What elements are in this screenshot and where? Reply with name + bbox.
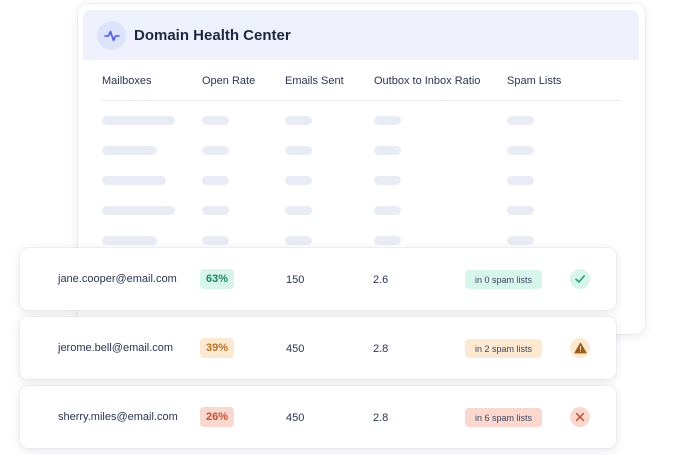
- skeleton-bar: [102, 176, 166, 185]
- skeleton-bar: [507, 206, 534, 215]
- skeleton-bar: [202, 116, 229, 125]
- column-header-emails-sent: Emails Sent: [285, 75, 344, 87]
- skeleton-bar: [202, 146, 229, 155]
- skeleton-bar: [374, 206, 401, 215]
- mailbox-row-jane-cooper[interactable]: jane.cooper@email.com 63% 150 2.6 in 0 s…: [20, 248, 616, 310]
- skeleton-bar: [285, 176, 312, 185]
- spam-lists-badge: in 0 spam lists: [465, 270, 543, 289]
- x-icon: [570, 407, 590, 427]
- emails-sent-value: 450: [286, 412, 305, 424]
- emails-sent-value: 450: [286, 343, 305, 355]
- ratio-value: 2.6: [373, 274, 389, 286]
- skeleton-bar: [507, 236, 534, 245]
- mailbox-email: jerome.bell@email.com: [58, 342, 174, 354]
- skeleton-bar: [202, 206, 229, 215]
- skeleton-bar: [374, 176, 401, 185]
- open-rate-badge: 63%: [200, 269, 235, 289]
- skeleton-bar: [285, 236, 312, 245]
- column-header-ratio: Outbox to Inbox Ratio: [374, 75, 481, 87]
- warning-triangle-icon: [570, 338, 590, 358]
- column-header-open-rate: Open Rate: [202, 75, 256, 87]
- column-header-mailboxes: Mailboxes: [102, 75, 152, 87]
- skeleton-bar: [202, 176, 229, 185]
- skeleton-bar: [285, 116, 312, 125]
- skeleton-bar: [507, 116, 534, 125]
- mailbox-email: sherry.miles@email.com: [58, 411, 178, 423]
- card-header: Domain Health Center: [83, 10, 639, 60]
- skeleton-bar: [102, 206, 175, 215]
- emails-sent-value: 150: [286, 274, 305, 286]
- skeleton-bar: [374, 146, 401, 155]
- skeleton-bar: [285, 146, 312, 155]
- mailbox-row-sherry-miles[interactable]: sherry.miles@email.com 26% 450 2.8 in 6 …: [20, 386, 616, 448]
- check-icon: [570, 269, 590, 289]
- open-rate-badge: 26%: [200, 407, 235, 427]
- column-header-spam-lists: Spam Lists: [507, 75, 562, 87]
- skeleton-bar: [202, 236, 229, 245]
- skeleton-bar: [102, 236, 157, 245]
- mailbox-email: jane.cooper@email.com: [58, 273, 177, 285]
- header-divider: [102, 100, 621, 101]
- ratio-value: 2.8: [373, 412, 389, 424]
- skeleton-bar: [374, 236, 401, 245]
- ratio-value: 2.8: [373, 343, 389, 355]
- skeleton-bar: [102, 116, 175, 125]
- spam-lists-badge: in 2 spam lists: [465, 339, 543, 358]
- page-title: Domain Health Center: [134, 27, 291, 44]
- spam-lists-badge: in 6 spam lists: [465, 408, 543, 427]
- open-rate-badge: 39%: [200, 338, 235, 358]
- skeleton-bar: [507, 176, 534, 185]
- skeleton-bar: [285, 206, 312, 215]
- skeleton-bar: [374, 116, 401, 125]
- mailbox-row-jerome-bell[interactable]: jerome.bell@email.com 39% 450 2.8 in 2 s…: [20, 317, 616, 379]
- skeleton-bar: [507, 146, 534, 155]
- skeleton-bar: [102, 146, 157, 155]
- activity-pulse-icon: [97, 21, 126, 50]
